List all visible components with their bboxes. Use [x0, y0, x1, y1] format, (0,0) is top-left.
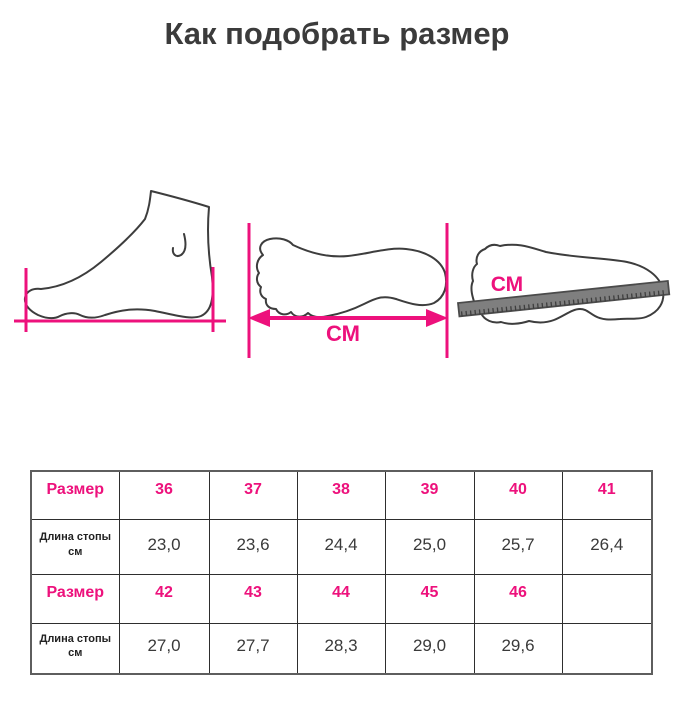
ruler-icon: [457, 279, 671, 318]
length-row-header: Длина стопы см: [30, 518, 120, 575]
length-value-cell: 26,4: [561, 518, 653, 575]
length-value-cell: 28,3: [296, 622, 386, 675]
size-header-cell: 38: [296, 470, 386, 520]
page-title: Как подобрать размер: [164, 16, 510, 51]
table-row-sizes-1: Размер 36 37 38 39 40 41: [30, 470, 653, 520]
foot-ruler-figure: СМ: [457, 243, 671, 325]
length-value-cell: 25,0: [384, 518, 475, 575]
foot-side-outline: [23, 190, 214, 320]
size-header-cell: 44: [296, 573, 386, 624]
table-row-lengths-2: Длина стопы см 27,0 27,7 28,3 29,0 29,6: [30, 622, 653, 675]
length-row-header: Длина стопы см: [30, 622, 120, 675]
arrowhead-right-icon: [426, 309, 448, 327]
ankle-bone-mark: [171, 233, 187, 258]
arrowhead-left-icon: [248, 309, 270, 327]
length-value-cell: 27,0: [118, 622, 210, 675]
cm-unit-label: СМ: [491, 273, 523, 296]
length-value-cell: 25,7: [473, 518, 563, 575]
foot-length-figure: СМ: [247, 223, 449, 358]
size-header-cell: 42: [118, 573, 210, 624]
size-header-cell: 41: [561, 470, 653, 520]
length-value-cell: 29,0: [384, 622, 475, 675]
size-header-cell: 40: [473, 470, 563, 520]
size-table: Размер 36 37 38 39 40 41 Длина стопы см …: [30, 470, 653, 675]
table-row-sizes-2: Размер 42 43 44 45 46: [30, 573, 653, 624]
size-header-cell: 37: [208, 470, 298, 520]
length-value-cell: 23,6: [208, 518, 298, 575]
size-header-cell: 46: [473, 573, 563, 624]
size-header-cell: 36: [118, 470, 210, 520]
footprint-outline: [255, 237, 448, 319]
length-value-cell: 23,0: [118, 518, 210, 575]
length-value-cell: 29,6: [473, 622, 563, 675]
cm-unit-label: СМ: [326, 321, 360, 346]
side-foot-figure: [14, 190, 226, 332]
size-header-cell: 45: [384, 573, 475, 624]
length-value-cell: 24,4: [296, 518, 386, 575]
table-row-lengths-1: Длина стопы см 23,0 23,6 24,4 25,0 25,7 …: [30, 518, 653, 575]
length-value-cell: 27,7: [208, 622, 298, 675]
size-header-cell: [561, 573, 653, 624]
size-row-header: Размер: [30, 470, 120, 520]
length-value-cell: [561, 622, 653, 675]
size-row-header: Размер: [30, 573, 120, 624]
size-header-cell: 39: [384, 470, 475, 520]
size-header-cell: 43: [208, 573, 298, 624]
